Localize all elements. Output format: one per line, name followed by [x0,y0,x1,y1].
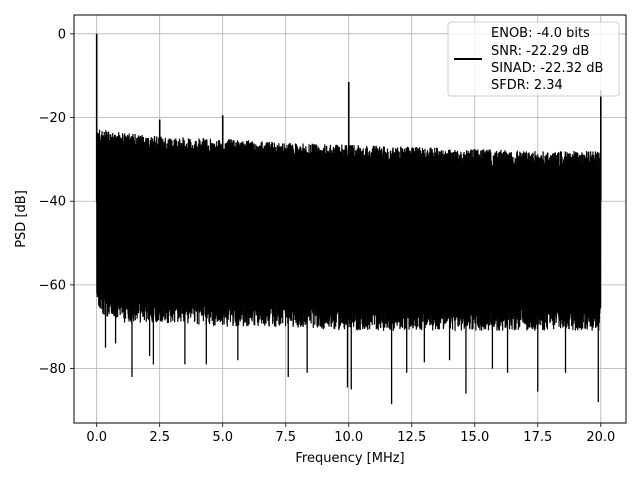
legend-sfdr: SFDR: 2.34 [491,78,563,93]
y-axis-label: PSD [dB] [14,190,29,248]
legend: ENOB: -4.0 bits SNR: -22.29 dB SINAD: -2… [447,21,620,97]
x-tick-label: 15.0 [460,430,489,445]
x-tick-label: 12.5 [397,430,426,445]
legend-box [447,21,620,97]
psd-trace [96,33,602,331]
legend-snr: SNR: -22.29 dB [491,44,589,59]
plot-area [95,33,602,405]
y-tick-label: −60 [39,278,66,293]
y-tick-label: 0 [58,27,66,42]
x-tick-label: 0.0 [86,430,107,445]
x-axis-ticks: 0.0 2.5 5.0 7.5 10.0 12.5 15.0 17.5 20.0 [86,423,615,445]
x-axis-label: Frequency [MHz] [295,451,404,466]
x-tick-label: 20.0 [586,430,615,445]
y-tick-label: −80 [39,362,66,377]
y-axis-ticks: 0 −20 −40 −60 −80 [39,27,74,377]
x-tick-label: 10.0 [334,430,363,445]
y-tick-label: −40 [39,195,66,210]
x-tick-label: 17.5 [523,430,552,445]
legend-sinad: SINAD: -22.32 dB [491,61,603,76]
axes-frame [73,14,627,424]
legend-enob: ENOB: -4.0 bits [491,26,590,41]
x-tick-label: 7.5 [275,430,296,445]
y-tick-label: −20 [39,111,66,126]
x-tick-label: 5.0 [212,430,233,445]
x-tick-label: 2.5 [149,430,170,445]
